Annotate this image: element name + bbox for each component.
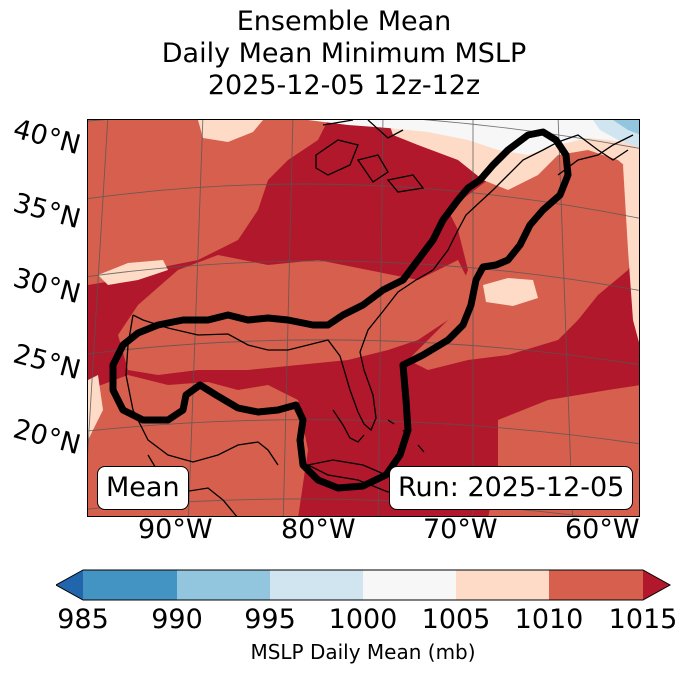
lon-label-60w: 60°W <box>565 514 640 545</box>
colorbar-segment-990-995 <box>177 570 270 600</box>
colorbar-tick-990: 990 <box>151 604 203 635</box>
lat-label-25: 25°N <box>9 338 84 387</box>
run-date-box: Run: 2025-12-05 <box>389 466 634 510</box>
colorbar-segment-985-990 <box>83 570 177 600</box>
lat-label-20: 20°N <box>9 413 84 462</box>
pressure-field-995-1000 <box>308 120 639 155</box>
pressure-field-1005-1010-west <box>88 120 328 285</box>
pressure-field-1000-1005-east-edge <box>623 160 639 343</box>
colorbar <box>56 569 672 601</box>
colorbar-tick-1015: 1015 <box>608 604 678 635</box>
mean-label-box: Mean <box>97 466 189 510</box>
colorbar-tick-1010: 1010 <box>514 604 584 635</box>
colorbar-under-arrow <box>56 570 83 600</box>
lat-label-30: 30°N <box>9 262 84 311</box>
pressure-field-1000-1005-plains <box>98 260 168 285</box>
colorbar-label: MSLP Daily Mean (mb) <box>250 640 476 664</box>
colorbar-tick-1005: 1005 <box>421 604 491 635</box>
colorbar-tick-995: 995 <box>244 604 296 635</box>
lon-label-80w: 80°W <box>281 514 356 545</box>
pressure-field-1005-1010-nw <box>88 120 138 165</box>
lon-label-90w: 90°W <box>138 514 213 545</box>
colorbar-segment-1005-1010 <box>456 570 549 600</box>
colorbar-outline <box>56 569 672 601</box>
contour-line <box>109 128 572 492</box>
colorbar-over-arrow <box>643 570 670 600</box>
lon-label-70w: 70°W <box>423 514 498 545</box>
lat-label-35: 35°N <box>9 187 84 236</box>
title-line-2: Daily Mean Minimum MSLP <box>161 38 527 69</box>
colorbar-tick-1000: 1000 <box>328 604 398 635</box>
colorbar-segment-1010-1015 <box>549 570 643 600</box>
pressure-field-985-990 <box>613 120 639 135</box>
pressure-field-1000-1005-blob <box>483 278 538 306</box>
map-svg <box>88 120 639 516</box>
title-line-1: Ensemble Mean <box>236 6 452 37</box>
lat-label-40: 40°N <box>9 113 84 162</box>
map-panel <box>87 119 640 517</box>
pressure-field-1000-1005-north <box>198 120 263 142</box>
colorbar-segment-995-1000 <box>270 570 363 600</box>
colorbar-segment-1000-1005 <box>363 570 456 600</box>
title-line-3: 2025-12-05 12z-12z <box>207 70 481 101</box>
colorbar-tick-985: 985 <box>57 604 109 635</box>
